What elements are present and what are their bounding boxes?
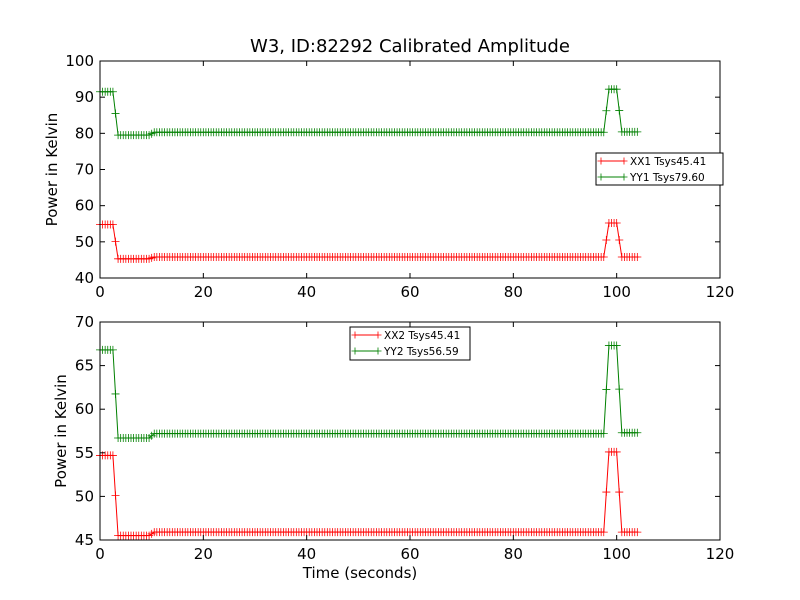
y-tick-label: 40 [75, 269, 94, 287]
data-point [612, 85, 621, 94]
legend-marker [620, 157, 628, 165]
data-point [633, 428, 642, 437]
x-tick-label: 100 [602, 283, 631, 301]
x-tick-label: 40 [297, 283, 316, 301]
y-tick-label: 55 [75, 444, 94, 462]
series-2-1 [96, 447, 642, 540]
legend-label: XX2 Tsys45.41 [384, 330, 460, 342]
y-tick-label: 100 [65, 52, 94, 70]
panel-2: 0 20 40 60 80 100 120 45 50 55 60 65 70 Power in Kelv… [52, 313, 734, 582]
series-1-1 [96, 219, 642, 263]
x-tick-label: 60 [400, 545, 419, 563]
x-tick-label: 80 [504, 283, 523, 301]
data-point [633, 528, 642, 537]
data-point [111, 109, 120, 118]
y-tick-label: 60 [75, 400, 94, 418]
data-point [111, 491, 120, 500]
legend-box [595, 152, 724, 186]
y-tick-label: 50 [75, 233, 94, 251]
x-tick-label: 20 [194, 545, 213, 563]
legend: XX1 Tsys45.41 YY1 Tsys79.60 [595, 152, 724, 186]
legend-entry: YY2 Tsys56.59 [351, 346, 459, 358]
data-point [612, 219, 621, 228]
legend-entry: YY1 Tsys79.60 [597, 172, 705, 184]
data-point [602, 106, 611, 115]
legend-entry: XX1 Tsys45.41 [597, 156, 706, 168]
y-axis-label: Power in Kelvin [52, 374, 70, 488]
data-point [599, 528, 608, 537]
data-point [612, 341, 621, 350]
data-point [599, 253, 608, 262]
data-point [108, 345, 117, 354]
y-tick-label: 70 [75, 161, 94, 179]
legend-box [349, 326, 471, 361]
legend-marker [351, 347, 359, 355]
data-point [111, 389, 120, 398]
legend-marker [597, 173, 605, 181]
x-tick-label: 100 [602, 545, 631, 563]
data-point [615, 488, 624, 497]
y-tick-label: 65 [75, 357, 94, 375]
data-point [108, 220, 117, 229]
legend-entry: XX2 Tsys45.41 [351, 330, 460, 342]
x-tick-label: 60 [400, 283, 419, 301]
chart-title: W3, ID:82292 Calibrated Amplitude [250, 36, 570, 57]
legend-label: YY2 Tsys56.59 [383, 346, 459, 358]
data-point [108, 451, 117, 460]
x-tick-label: 20 [194, 283, 213, 301]
x-tick-label: 120 [706, 545, 735, 563]
x-axis-label: Time (seconds) [302, 564, 418, 582]
x-tick-label: 0 [95, 545, 105, 563]
data-point [599, 128, 608, 137]
series-2-2 [96, 341, 642, 442]
data-point [615, 106, 624, 115]
data-point [599, 429, 608, 438]
x-tick-label: 0 [95, 283, 105, 301]
legend-marker [374, 331, 382, 339]
data-point [602, 385, 611, 394]
y-tick-label: 45 [75, 531, 94, 549]
data-point [108, 87, 117, 96]
legend-marker [620, 173, 628, 181]
data-point [602, 488, 611, 497]
data-point [615, 236, 624, 245]
series-line [100, 451, 638, 537]
legend-marker [351, 331, 359, 339]
legend-label: XX1 Tsys45.41 [630, 156, 706, 168]
data-point [615, 385, 624, 394]
legend-marker [374, 347, 382, 355]
data-point [612, 447, 621, 456]
y-tick-label: 80 [75, 124, 94, 142]
data-point [111, 237, 120, 246]
x-tick-label: 80 [504, 545, 523, 563]
x-tick-label: 120 [706, 283, 735, 301]
data-point [602, 236, 611, 245]
data-point [633, 253, 642, 262]
data-point [633, 127, 642, 136]
legend-label: YY1 Tsys79.60 [629, 172, 705, 184]
legend-marker [597, 157, 605, 165]
y-axis-label: Power in Kelvin [43, 113, 61, 227]
y-tick-label: 90 [75, 88, 94, 106]
legend: XX2 Tsys45.41 YY2 Tsys56.59 [349, 326, 471, 361]
y-tick-label: 50 [75, 487, 94, 505]
y-tick-label: 70 [75, 313, 94, 331]
y-tick-label: 60 [75, 197, 94, 215]
series-1-2 [96, 85, 642, 140]
x-tick-label: 40 [297, 545, 316, 563]
panel-1: 0 20 40 60 80 100 120 40 50 60 70 80 90 100 Power in K… [43, 52, 734, 301]
